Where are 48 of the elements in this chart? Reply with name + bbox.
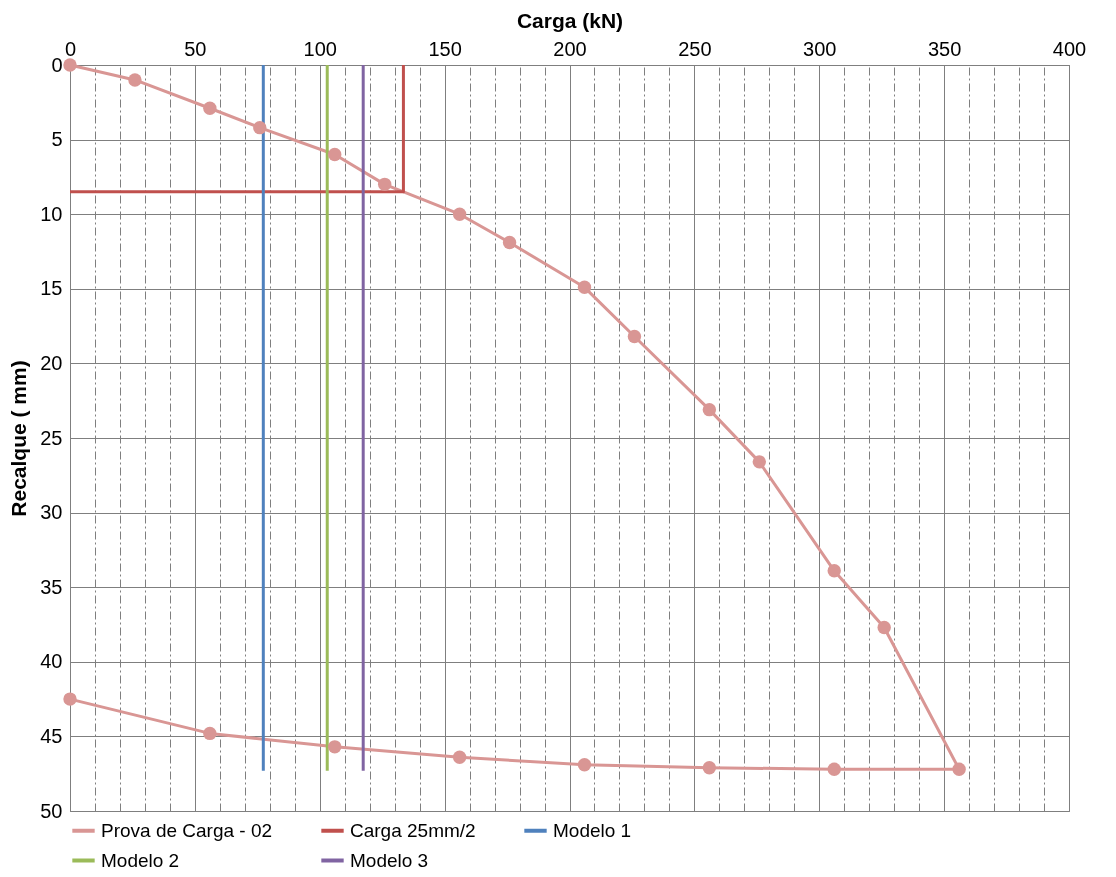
- x-tick-label: 50: [184, 37, 207, 60]
- x-tick-label: 250: [678, 37, 712, 60]
- point: [203, 101, 217, 115]
- x-tick-label: 400: [1052, 37, 1087, 60]
- y-tick-label: 15: [40, 277, 63, 300]
- x-tick-label: 100: [303, 37, 337, 60]
- legend-label: Carga 25mm/2: [350, 819, 476, 841]
- point: [377, 177, 392, 192]
- point: [752, 455, 767, 469]
- point: [702, 402, 717, 417]
- point: [203, 726, 217, 741]
- x-tick-label: 150: [428, 37, 462, 60]
- y-tick-label: 40: [40, 650, 63, 673]
- point: [452, 207, 467, 221]
- point: [577, 280, 592, 294]
- point: [328, 740, 342, 754]
- point: [328, 147, 342, 162]
- y-tick-label: 45: [40, 724, 63, 747]
- legend-label: Modelo 2: [101, 849, 180, 871]
- point: [952, 762, 966, 776]
- point: [702, 761, 717, 775]
- x-axis-title: Carga (kN): [516, 8, 624, 32]
- legend-label: Prova de Carga - 02: [101, 819, 273, 841]
- y-tick-label: 0: [51, 53, 63, 76]
- y-tick-label: 25: [40, 426, 63, 449]
- y-tick-label: 20: [40, 351, 63, 374]
- point: [63, 692, 77, 706]
- point: [577, 758, 592, 772]
- y-tick-label: 35: [40, 575, 63, 598]
- point: [253, 120, 267, 135]
- y-tick-label: 10: [40, 202, 63, 225]
- y-tick-label: 5: [51, 128, 63, 151]
- legend-label: Modelo 3: [350, 849, 429, 871]
- point: [627, 329, 642, 344]
- point: [827, 762, 841, 776]
- x-tick-label: 300: [803, 37, 837, 60]
- point: [63, 58, 77, 72]
- point: [877, 620, 891, 635]
- legend-label: Modelo 1: [553, 819, 632, 841]
- y-axis-title: Recalque ( mm): [7, 360, 31, 517]
- x-tick-label: 350: [927, 37, 962, 60]
- point: [452, 750, 467, 764]
- point: [128, 73, 142, 87]
- x-tick-label: 200: [553, 37, 587, 60]
- y-tick-label: 50: [40, 799, 63, 822]
- y-tick-label: 30: [40, 501, 63, 524]
- point: [827, 564, 841, 578]
- point: [502, 235, 517, 250]
